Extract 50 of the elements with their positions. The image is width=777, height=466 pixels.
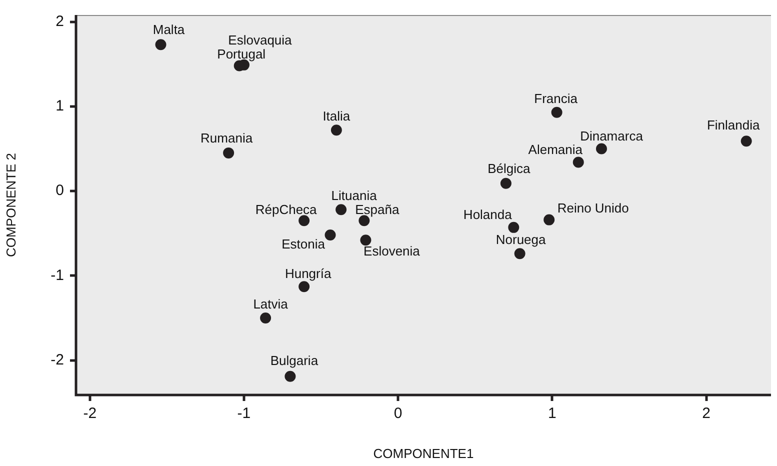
- point: [596, 143, 607, 154]
- annotation: Francia: [534, 90, 578, 106]
- point: [155, 39, 166, 50]
- annotation: Finlandia: [706, 118, 760, 133]
- annotation: RépCheca: [255, 202, 318, 218]
- point: [284, 370, 296, 382]
- annotation: Malta: [152, 22, 186, 38]
- point: [514, 248, 526, 260]
- point: [360, 234, 372, 246]
- point: [572, 156, 584, 168]
- y-tick-label: 1: [56, 98, 64, 115]
- annotation: Italia: [322, 108, 351, 124]
- y-tick-label: 2: [56, 12, 64, 30]
- annotation: España: [355, 202, 400, 218]
- annotation: Lituania: [331, 188, 378, 204]
- x-axis-title: COMPONENTE1: [373, 446, 474, 461]
- point: [330, 124, 342, 136]
- point: [740, 136, 752, 147]
- annotation: Bulgaria: [270, 352, 319, 368]
- annotation: Reino Unido: [557, 200, 629, 216]
- x-tick-label: 0: [394, 405, 402, 422]
- annotation: Noruega: [496, 232, 547, 248]
- x-tick-label: -1: [237, 405, 251, 422]
- x-tick-label: 2: [702, 405, 710, 422]
- annotation: Eslovenia: [364, 244, 421, 259]
- annotation: Latvia: [253, 296, 289, 312]
- annotation: Holanda: [463, 207, 513, 222]
- annotation: Estonia: [282, 236, 326, 252]
- y-tick-label: 0: [56, 182, 64, 200]
- annotation: Eslovaquia: [228, 32, 293, 48]
- point: [500, 178, 512, 189]
- point: [551, 106, 562, 118]
- point: [336, 204, 347, 216]
- annotation: Hungría: [284, 266, 332, 282]
- point: [260, 312, 272, 324]
- point: [223, 147, 234, 158]
- annotation: Dinamarca: [580, 128, 644, 144]
- annotation: Bélgica: [488, 160, 532, 176]
- annotation: Alemania: [528, 142, 584, 157]
- point: [298, 281, 310, 292]
- y-tick-label: -2: [50, 351, 64, 368]
- x-tick-label: 1: [548, 405, 556, 422]
- annotation: Rumania: [200, 130, 254, 146]
- x-tick-label: -2: [83, 405, 97, 422]
- annotation: Portugal: [217, 46, 266, 62]
- point: [508, 222, 520, 233]
- y-tick-label: -1: [50, 266, 64, 284]
- point: [324, 230, 336, 241]
- point: [544, 214, 555, 226]
- y-axis-title: COMPONENTE 2: [3, 152, 18, 258]
